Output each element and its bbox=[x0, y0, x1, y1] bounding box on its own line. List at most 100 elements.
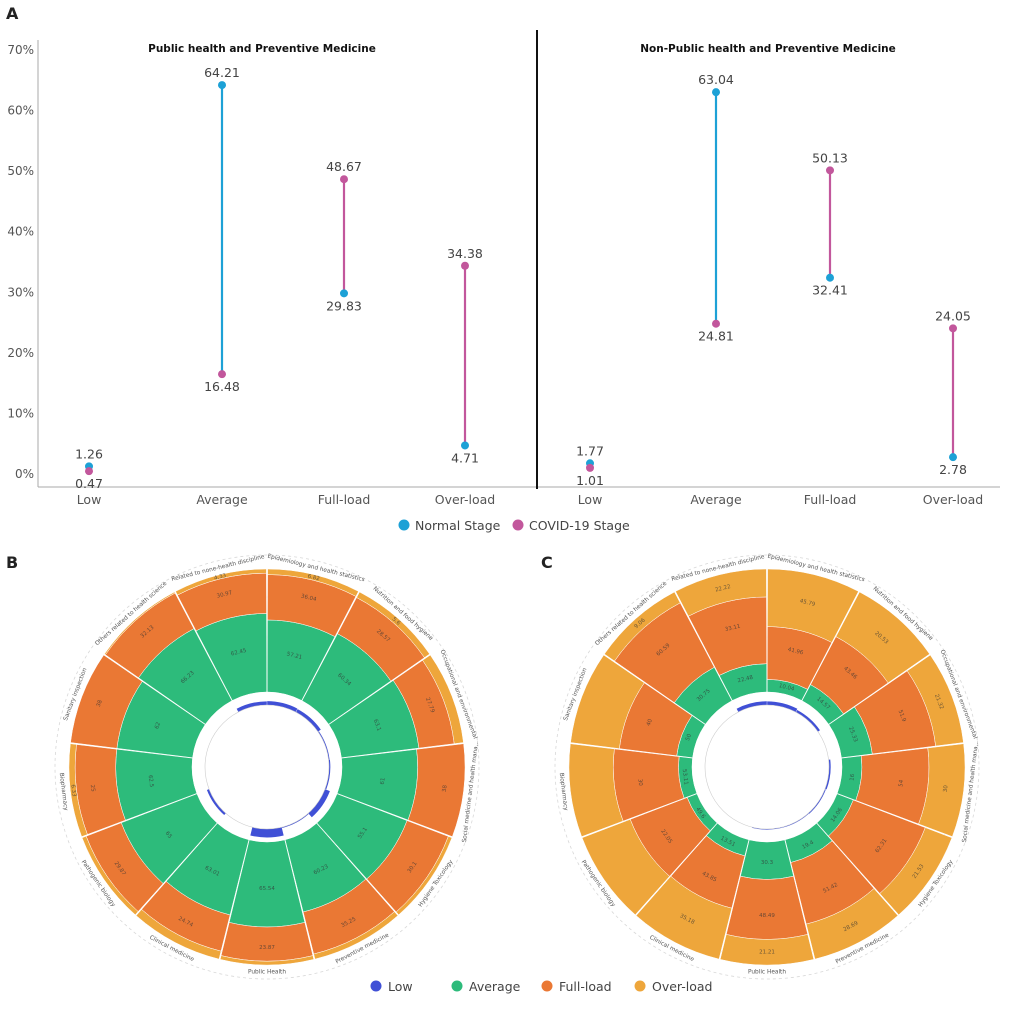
segment-value-label: 6.33 bbox=[69, 784, 76, 797]
overload-segment bbox=[81, 835, 139, 916]
normal-stage-point bbox=[218, 81, 226, 90]
covid-value-label: 50.13 bbox=[812, 150, 848, 165]
x-tick-label: Average bbox=[690, 492, 742, 507]
normal-legend-label: Normal Stage bbox=[415, 518, 501, 533]
overload-segment bbox=[356, 591, 430, 658]
covid-stage-point bbox=[461, 261, 469, 270]
segment-value-label: 51.9 bbox=[897, 709, 907, 723]
overload-segment bbox=[395, 836, 453, 916]
segment-value-label: 38 bbox=[96, 699, 104, 708]
segment-value-label: 40 bbox=[646, 718, 654, 727]
overload-segment bbox=[313, 911, 399, 960]
segment-value-label: 10.04 bbox=[778, 683, 795, 693]
overload-segment bbox=[135, 909, 222, 960]
segment-value-label: 25.33 bbox=[847, 726, 858, 743]
low-segment bbox=[752, 827, 782, 830]
covid-stage-point bbox=[826, 166, 834, 175]
overload-segment bbox=[719, 934, 815, 966]
overload-segment bbox=[219, 955, 315, 966]
segment-value-label: 22.48 bbox=[737, 675, 754, 685]
y-tick-label: 0% bbox=[15, 467, 34, 481]
y-tick-label: 10% bbox=[7, 406, 34, 420]
group-title: Public health and Preventive Medicine bbox=[148, 43, 376, 55]
average-legend-swatch bbox=[451, 980, 463, 992]
segment-value-label: 45.79 bbox=[799, 598, 816, 608]
normal-stage-point bbox=[461, 441, 469, 450]
normal-stage-point bbox=[712, 88, 720, 97]
discipline-label: Biopharmacy bbox=[558, 772, 569, 811]
segment-value-label: 62.5 bbox=[147, 775, 154, 788]
overload-segment bbox=[767, 568, 859, 643]
segment-value-label: 53.11 bbox=[681, 769, 689, 785]
panel-letter-b: B bbox=[6, 553, 18, 572]
overload-segment bbox=[104, 591, 176, 656]
normal-value-label: 4.71 bbox=[451, 450, 479, 465]
segment-value-label: 5.6 bbox=[391, 616, 402, 627]
segment-value-label: 27.79 bbox=[424, 697, 435, 714]
panel-letter-c: C bbox=[541, 553, 553, 572]
overload-segment bbox=[175, 568, 267, 596]
overload-segment bbox=[570, 654, 645, 749]
overload-segment bbox=[835, 591, 930, 684]
overload-segment bbox=[906, 654, 964, 747]
overload-segment bbox=[267, 568, 359, 597]
normal-value-label: 32.41 bbox=[812, 283, 848, 298]
fullload-segment bbox=[70, 654, 143, 749]
normal-legend-swatch bbox=[398, 519, 410, 531]
discipline-label: Biopharmacy bbox=[58, 772, 69, 811]
segment-value-label: 33.11 bbox=[724, 624, 741, 634]
normal-stage-point bbox=[340, 289, 348, 298]
dumbbell-chart: 0% 10% 20% 30% 40% 50% 60% 70% Public health and… bbox=[7, 30, 1000, 507]
low-segment bbox=[206, 789, 226, 816]
x-tick-label: Full-load bbox=[804, 492, 857, 507]
segment-value-label: 23.87 bbox=[259, 945, 275, 951]
legend-load: Low Average Full-load Over-load bbox=[370, 979, 713, 994]
x-tick-label: Low bbox=[578, 492, 603, 507]
segment-value-label: 30 bbox=[636, 779, 643, 787]
normal-value-label: 29.83 bbox=[326, 298, 362, 313]
covid-value-label: 24.05 bbox=[935, 308, 971, 323]
segment-value-label: 6.82 bbox=[307, 574, 320, 583]
overload-segment bbox=[68, 743, 88, 837]
covid-stage-point bbox=[218, 370, 226, 379]
segment-value-label: 62.45 bbox=[230, 648, 247, 658]
normal-value-label: 1.26 bbox=[75, 446, 103, 461]
segment-value-label: 36.04 bbox=[300, 594, 317, 604]
center-hole bbox=[204, 704, 330, 830]
segment-value-label: 21.21 bbox=[759, 950, 775, 956]
segment-value-label: 62 bbox=[154, 721, 162, 730]
segment-value-label: 65.54 bbox=[259, 886, 275, 892]
average-legend-label: Average bbox=[469, 979, 521, 994]
low-segment bbox=[295, 709, 321, 732]
legend-stage: Normal Stage COVID-19 Stage bbox=[398, 518, 630, 533]
fullload-segment bbox=[725, 875, 809, 940]
low-legend-label: Low bbox=[388, 979, 413, 994]
overload-segment bbox=[635, 875, 733, 960]
segment-value-label: 57.21 bbox=[286, 651, 303, 661]
overload-segment bbox=[879, 827, 953, 916]
y-tick-label: 20% bbox=[7, 346, 34, 360]
normal-value-label: 64.21 bbox=[204, 65, 240, 80]
overload-segment bbox=[805, 888, 899, 960]
covid-stage-point bbox=[340, 175, 348, 184]
outer-ring-guide bbox=[54, 554, 480, 980]
x-tick-label: Low bbox=[77, 492, 102, 507]
normal-value-label: 63.04 bbox=[698, 72, 734, 87]
normal-stage-point bbox=[826, 273, 834, 282]
x-tick-label: Full-load bbox=[318, 492, 371, 507]
segment-value-label: 4.33 bbox=[214, 573, 228, 582]
center-hole bbox=[704, 704, 830, 830]
segment-value-label: 25 bbox=[89, 784, 96, 792]
segment-value-label: 55.1 bbox=[357, 827, 369, 840]
low-segment bbox=[308, 789, 330, 818]
segment-value-label: 54 bbox=[898, 779, 905, 787]
segment-value-label: 30.97 bbox=[216, 590, 233, 600]
normal-value-label: 2.78 bbox=[939, 462, 967, 477]
covid-value-label: 34.38 bbox=[447, 246, 483, 261]
segment-value-label: 30.1 bbox=[407, 861, 419, 874]
overload-legend-label: Over-load bbox=[652, 979, 713, 994]
x-tick-label: Average bbox=[196, 492, 248, 507]
y-tick-label: 60% bbox=[7, 104, 34, 118]
